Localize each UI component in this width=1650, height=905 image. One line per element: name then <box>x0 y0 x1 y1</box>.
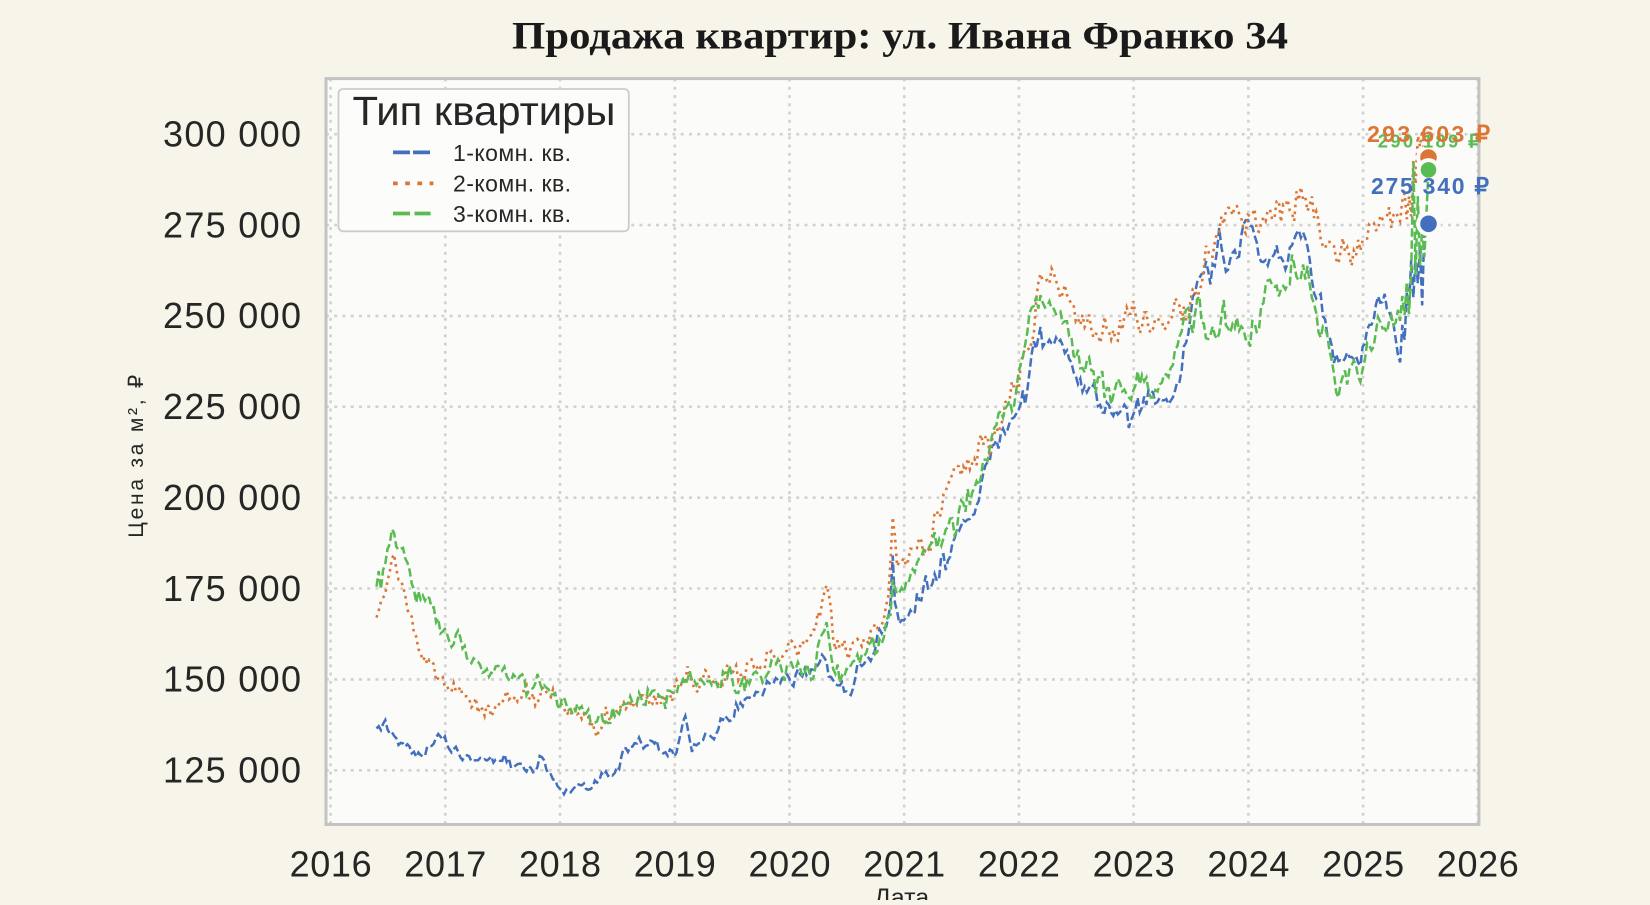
svg-text:2-комн. кв.: 2-комн. кв. <box>453 170 571 196</box>
svg-text:275 340 ₽: 275 340 ₽ <box>1371 173 1489 199</box>
svg-text:300 000: 300 000 <box>163 113 301 154</box>
svg-text:150 000: 150 000 <box>163 659 301 700</box>
svg-text:200 000: 200 000 <box>163 477 301 518</box>
svg-text:2023: 2023 <box>1093 844 1175 885</box>
svg-text:2025: 2025 <box>1322 844 1404 885</box>
svg-text:2019: 2019 <box>634 844 716 885</box>
svg-text:3-комн. кв.: 3-комн. кв. <box>453 201 571 227</box>
svg-text:2026: 2026 <box>1437 844 1519 885</box>
svg-text:2024: 2024 <box>1207 844 1289 885</box>
svg-text:2022: 2022 <box>978 844 1060 885</box>
svg-text:2017: 2017 <box>404 844 486 885</box>
svg-text:1-комн. кв.: 1-комн. кв. <box>453 140 571 166</box>
svg-text:2018: 2018 <box>519 844 601 885</box>
svg-text:Тип квартиры: Тип квартиры <box>353 88 616 134</box>
svg-text:2020: 2020 <box>749 844 831 885</box>
svg-text:275 000: 275 000 <box>163 204 301 245</box>
svg-text:Продажа квартир: ул. Ивана Фра: Продажа квартир: ул. Ивана Франко 34 <box>512 15 1288 58</box>
svg-text:2016: 2016 <box>290 844 372 885</box>
svg-text:225 000: 225 000 <box>163 386 301 427</box>
svg-text:2021: 2021 <box>863 844 945 885</box>
svg-text:293 603 ₽: 293 603 ₽ <box>1367 121 1490 147</box>
svg-text:290 189 ₽: 290 189 ₽ <box>1378 130 1480 151</box>
svg-text:250 000: 250 000 <box>163 295 301 336</box>
svg-text:Цена за м², ₽: Цена за м², ₽ <box>125 375 148 538</box>
svg-text:125 000: 125 000 <box>163 750 301 791</box>
svg-text:Дата: Дата <box>874 884 929 900</box>
svg-text:175 000: 175 000 <box>163 568 301 609</box>
